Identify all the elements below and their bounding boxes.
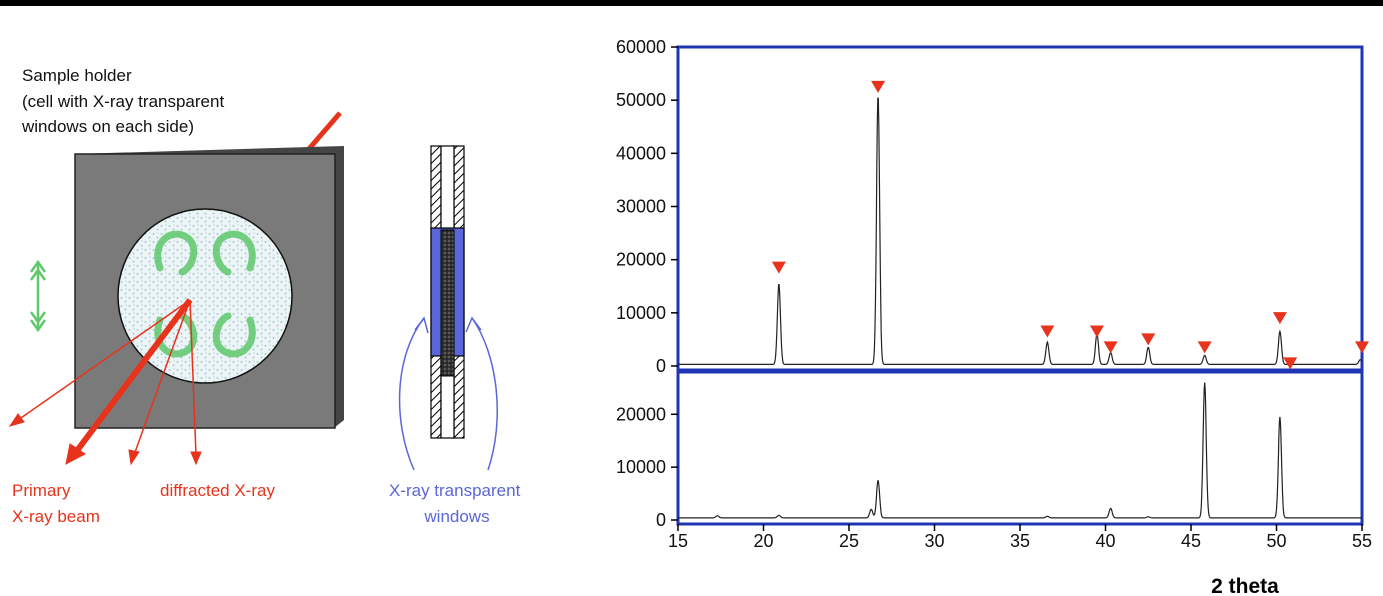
xtick-label: 25 xyxy=(839,531,859,551)
peak-marker xyxy=(1141,333,1156,346)
xtick-label: 45 xyxy=(1181,531,1201,551)
holder-pointer xyxy=(306,111,342,152)
top-ytick-label: 10000 xyxy=(616,303,666,323)
peak-marker xyxy=(1272,312,1287,325)
peak-marker xyxy=(1283,357,1298,370)
xtick-label: 15 xyxy=(668,531,688,551)
peak-marker xyxy=(1103,341,1118,354)
xray-beams xyxy=(8,298,202,466)
bottom-ytick-label: 20000 xyxy=(616,404,666,424)
xtick-label: 50 xyxy=(1266,531,1286,551)
peak-marker xyxy=(1040,325,1055,338)
cell-cross-section xyxy=(430,145,465,439)
top-plot-frame xyxy=(676,45,1364,372)
xtick-label: 35 xyxy=(1010,531,1030,551)
bottom-plot-frame xyxy=(676,370,1364,526)
xtick-label: 40 xyxy=(1095,531,1115,551)
top-ytick-label: 50000 xyxy=(616,90,666,110)
peak-marker xyxy=(1355,341,1369,354)
bottom-ytick-label: 0 xyxy=(656,510,666,530)
top-series-line xyxy=(678,97,1363,365)
top-ytick-label: 60000 xyxy=(616,37,666,57)
top-ytick-label: 40000 xyxy=(616,143,666,163)
peak-marker xyxy=(1197,341,1212,354)
sample-holder-label: Sample holder (cell with X-ray transpare… xyxy=(21,66,229,136)
xtick-label: 30 xyxy=(924,531,944,551)
bottom-series-line xyxy=(678,382,1362,519)
vertical-move-icon xyxy=(29,259,47,333)
window-pointers xyxy=(398,316,498,471)
xtick-label: 55 xyxy=(1352,531,1372,551)
peak-marker xyxy=(1089,325,1104,338)
bottom-ytick-label: 10000 xyxy=(616,457,666,477)
diffracted-xray-label: diffracted X-ray xyxy=(160,481,275,500)
top-ytick-label: 30000 xyxy=(616,197,666,217)
windows-label: X-ray transparent windows xyxy=(389,481,525,526)
x-axis-label: 2 theta xyxy=(1211,575,1279,596)
rotation-arrows-icon xyxy=(154,230,256,358)
primary-beam-label: Primary X-ray beam xyxy=(12,481,100,526)
xtick-label: 20 xyxy=(753,531,773,551)
top-ytick-label: 0 xyxy=(656,356,666,376)
top-ytick-label: 20000 xyxy=(616,250,666,270)
peak-marker xyxy=(771,261,786,274)
sample-holder-diagram: Sample holder (cell with X-ray transpare… xyxy=(8,66,525,526)
peak-marker xyxy=(871,80,886,93)
top-border-bar xyxy=(0,0,1383,6)
